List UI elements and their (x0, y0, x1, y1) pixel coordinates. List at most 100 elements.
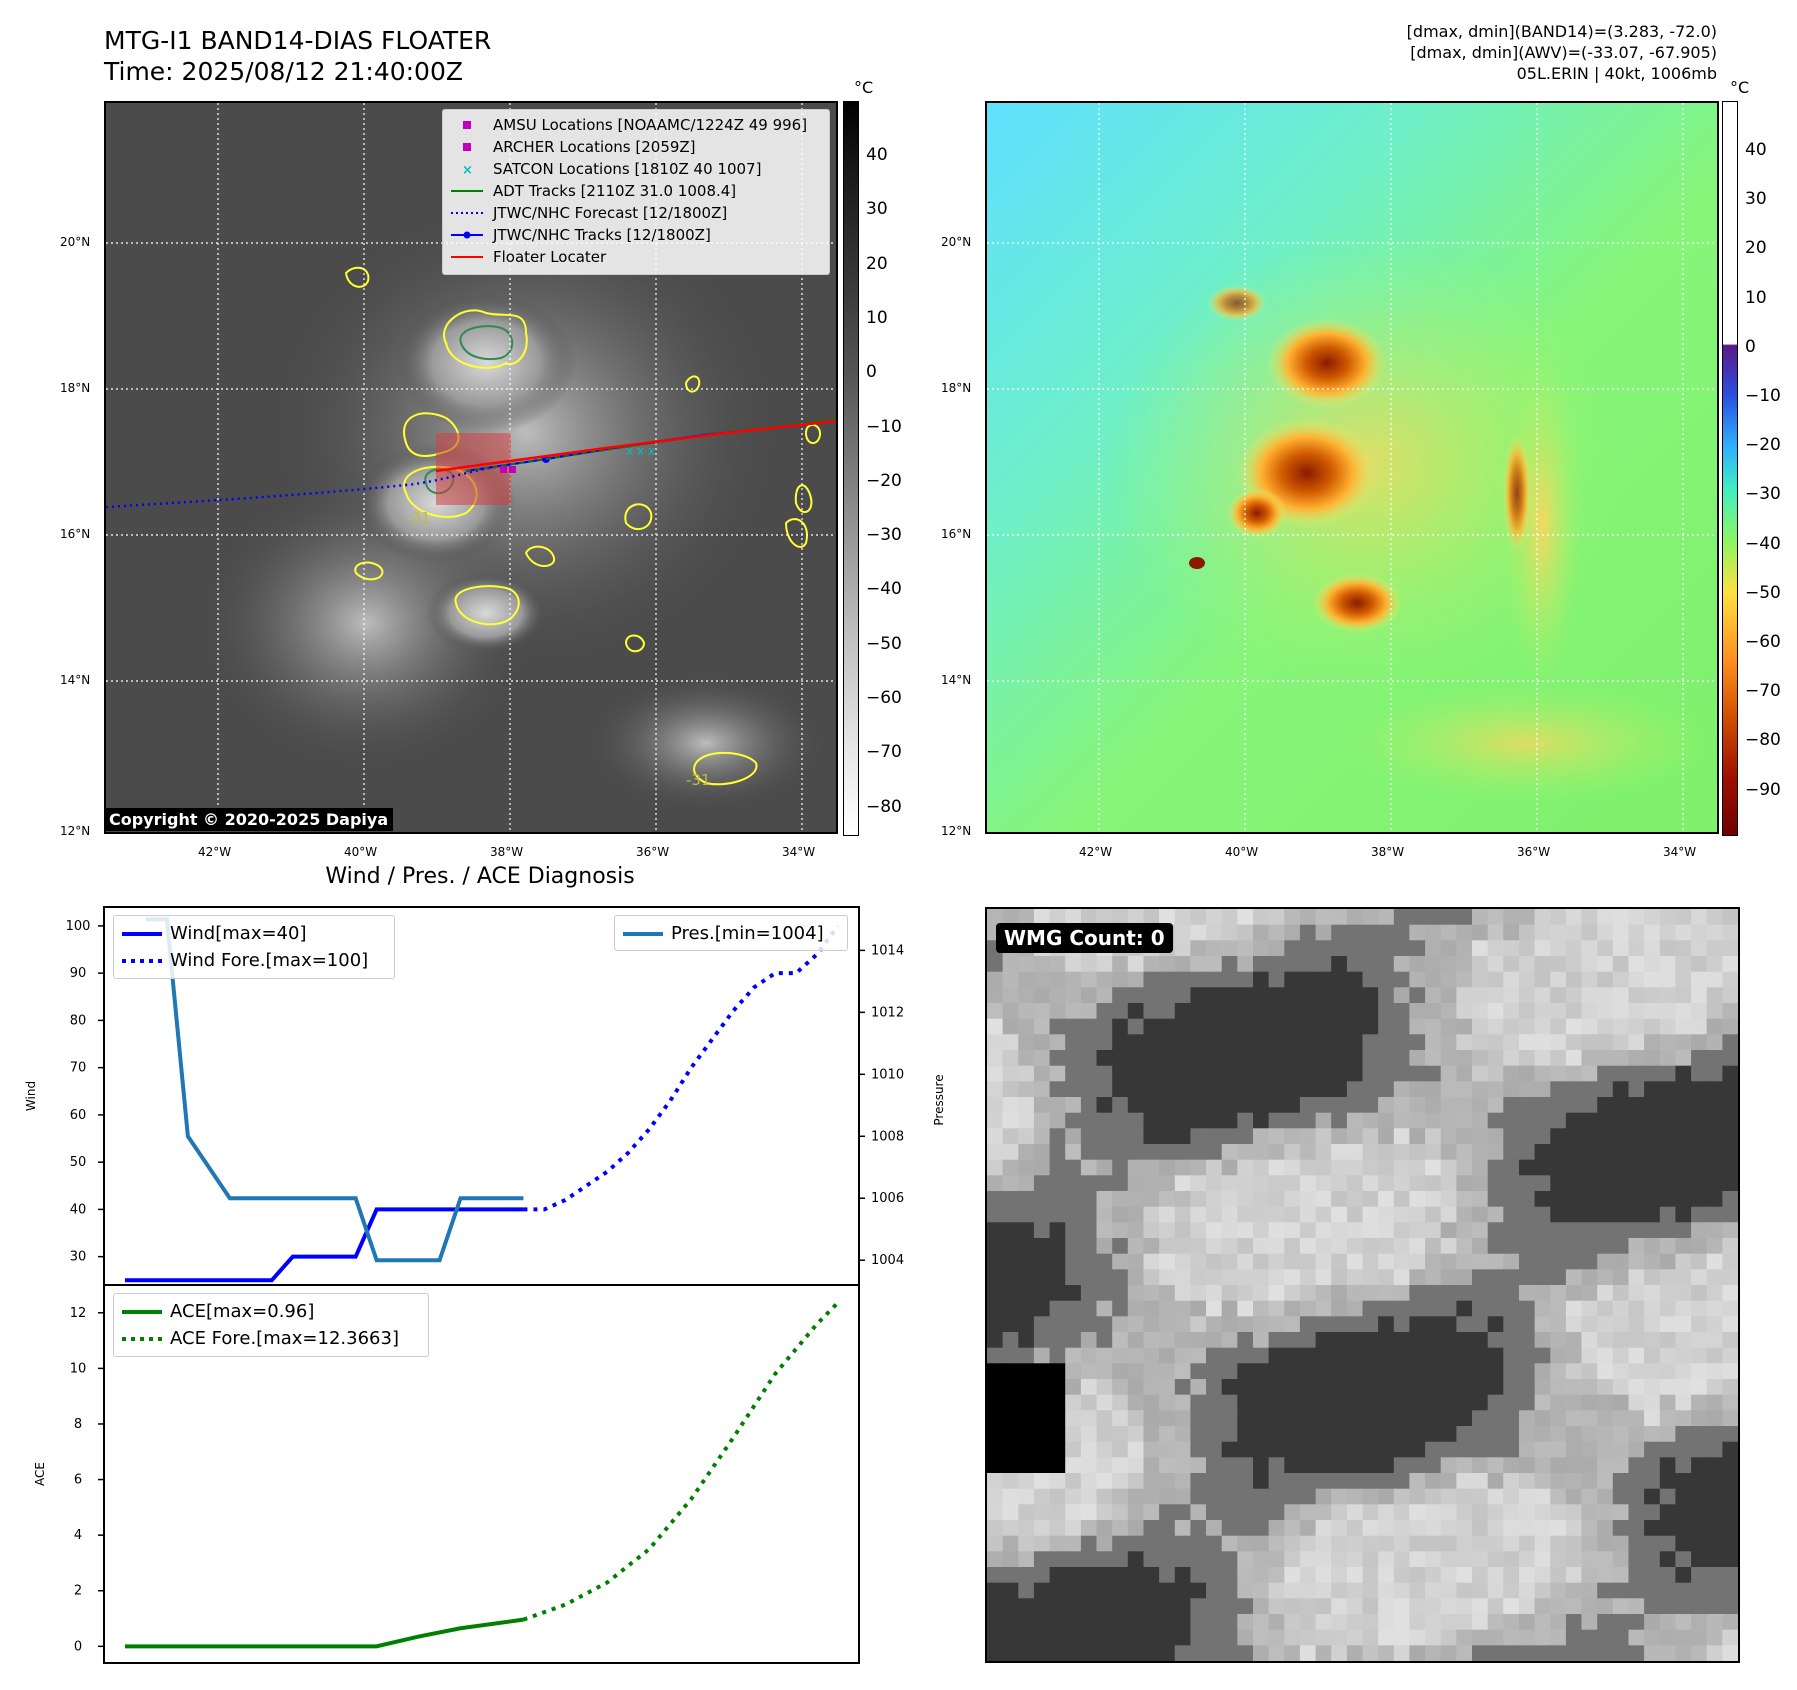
wind-legend-icon (122, 928, 162, 940)
ace-series-line (125, 1620, 523, 1647)
lon-tick-label: 38°W (490, 845, 523, 859)
y-tick-label: 70 (70, 1061, 87, 1076)
colorbar-tick-label: −10 (866, 417, 902, 437)
colorbar-tick-label: −10 (1745, 386, 1781, 406)
colorbar-tick-label: −60 (866, 688, 902, 708)
archer-marker (509, 466, 516, 473)
wind-fore-legend-icon (122, 955, 162, 967)
colorbar-tick-label: 30 (1745, 189, 1767, 209)
ir-colorbar (843, 101, 859, 836)
wind-forecast-series-line (523, 926, 838, 1210)
amsu-marker (500, 466, 507, 473)
ir-legend-label: AMSU Locations [NOAAMC/1224Z 49 996] (493, 116, 807, 134)
y-tick-label: 60 (70, 1108, 87, 1123)
info-line-band14: [dmax, dmin](BAND14)=(3.283, -72.0) (1407, 22, 1717, 41)
pres-legend-label: Pres.[min=1004] (671, 923, 824, 944)
info-line-storm: 05L.ERIN | 40kt, 1006mb (1517, 64, 1717, 83)
y2-tick-label: 1012 (871, 1005, 904, 1020)
diag-title: Wind / Pres. / ACE Diagnosis (325, 864, 634, 889)
wind-fore-legend-label: Wind Fore.[max=100] (170, 950, 368, 971)
wmg-panel (985, 907, 1740, 1663)
lon-tick-label: 34°W (1663, 845, 1696, 859)
copyright-badge: Copyright © 2020-2025 Dapiya (104, 808, 393, 831)
colorbar-tick-label: 20 (866, 254, 888, 274)
y-tick-label: 6 (74, 1473, 82, 1488)
colorbar-tick-label: 40 (1745, 140, 1767, 160)
ir-legend-item: AMSU Locations [NOAAMC/1224Z 49 996] (451, 114, 821, 136)
y-tick-label: 0 (74, 1639, 82, 1654)
y-tick-label: 40 (70, 1202, 87, 1217)
colorbar-tick-label: −40 (1745, 534, 1781, 554)
colorbar-tick-label: −70 (1745, 681, 1781, 701)
lat-tick-label: 20°N (60, 235, 90, 249)
y-tick-label: 8 (74, 1417, 82, 1432)
dotted-line-icon (451, 206, 483, 220)
colorbar-tick-label: 10 (866, 308, 888, 328)
y-tick-label: 50 (70, 1155, 87, 1170)
ir-legend-item: JTWC/NHC Tracks [12/1800Z] (451, 224, 821, 246)
pres-legend: Pres.[min=1004] (614, 915, 848, 951)
solid-line-icon (451, 184, 483, 198)
y-tick-label: 4 (74, 1528, 82, 1543)
colorbar-tick-label: 30 (866, 199, 888, 219)
lon-tick-label: 36°W (1517, 845, 1550, 859)
lat-tick-label: 12°N (941, 824, 971, 838)
lon-tick-label: 34°W (782, 845, 815, 859)
ace-fore-legend-label: ACE Fore.[max=12.3663] (170, 1328, 399, 1349)
y-tick-label: 10 (70, 1361, 87, 1376)
satcon-marker: x x x (626, 444, 655, 458)
y-tick-label: 90 (70, 966, 87, 981)
colorbar-tick-label: −30 (1745, 484, 1781, 504)
lon-tick-label: 36°W (636, 845, 669, 859)
square-marker-icon (451, 140, 483, 154)
y-tick-label: 30 (70, 1250, 87, 1265)
lat-tick-label: 20°N (941, 235, 971, 249)
lat-tick-label: 16°N (60, 527, 90, 541)
y2-tick-label: 1014 (871, 943, 904, 958)
wind-legend: Wind[max=40] Wind Fore.[max=100] (113, 915, 395, 979)
wind-legend-label: Wind[max=40] (170, 923, 307, 944)
ir-legend-item: × SATCON Locations [1810Z 40 1007] (451, 158, 821, 180)
page-title: MTG-I1 BAND14-DIAS FLOATER (104, 26, 491, 55)
lon-tick-label: 38°W (1371, 845, 1404, 859)
ir-legend-label: JTWC/NHC Tracks [12/1800Z] (493, 226, 711, 244)
ir-legend-label: Floater Locater (493, 248, 606, 266)
wind-series-line (125, 1209, 523, 1280)
lat-tick-label: 12°N (60, 824, 90, 838)
pres-legend-icon (623, 928, 663, 940)
y-tick-label: 12 (70, 1306, 87, 1321)
colorbar-tick-label: 0 (866, 362, 877, 382)
wind-y-axis-label: Wind (24, 1081, 38, 1111)
ace-y-axis-label: ACE (33, 1462, 47, 1486)
y-tick-label: 100 (66, 919, 91, 934)
ace-legend-label: ACE[max=0.96] (170, 1301, 314, 1322)
wv-map-image (987, 103, 1717, 832)
colorbar-tick-label: 20 (1745, 238, 1767, 258)
ir-colorbar-unit: °C (854, 78, 873, 97)
y2-tick-label: 1008 (871, 1129, 904, 1144)
lat-tick-label: 18°N (60, 381, 90, 395)
wmg-pixel-grid (987, 909, 1738, 1661)
contour-label: -31 (406, 509, 431, 527)
ir-legend-label: SATCON Locations [1810Z 40 1007] (493, 160, 761, 178)
colorbar-tick-label: −90 (1745, 780, 1781, 800)
colorbar-tick-label: −50 (1745, 583, 1781, 603)
ir-legend: AMSU Locations [NOAAMC/1224Z 49 996] ARCH… (442, 109, 830, 275)
ir-legend-item: JTWC/NHC Forecast [12/1800Z] (451, 202, 821, 224)
ace-forecast-series-line (523, 1303, 838, 1620)
lon-tick-label: 40°W (344, 845, 377, 859)
colorbar-tick-label: −50 (866, 634, 902, 654)
wv-map-panel (985, 101, 1719, 834)
ir-legend-item: Floater Locater (451, 246, 821, 268)
colorbar-tick-label: −20 (1745, 435, 1781, 455)
info-line-awv: [dmax, dmin](AWV)=(-33.07, -67.905) (1410, 43, 1717, 62)
lon-tick-label: 40°W (1225, 845, 1258, 859)
ir-legend-label: ADT Tracks [2110Z 31.0 1008.4] (493, 182, 736, 200)
colorbar-tick-label: −20 (866, 471, 902, 491)
ir-legend-label: ARCHER Locations [2059Z] (493, 138, 696, 156)
colorbar-tick-label: −80 (1745, 730, 1781, 750)
colorbar-tick-label: −60 (1745, 632, 1781, 652)
colorbar-tick-label: 40 (866, 145, 888, 165)
colorbar-tick-label: 10 (1745, 288, 1767, 308)
contour-label-2: -31 (686, 771, 711, 789)
